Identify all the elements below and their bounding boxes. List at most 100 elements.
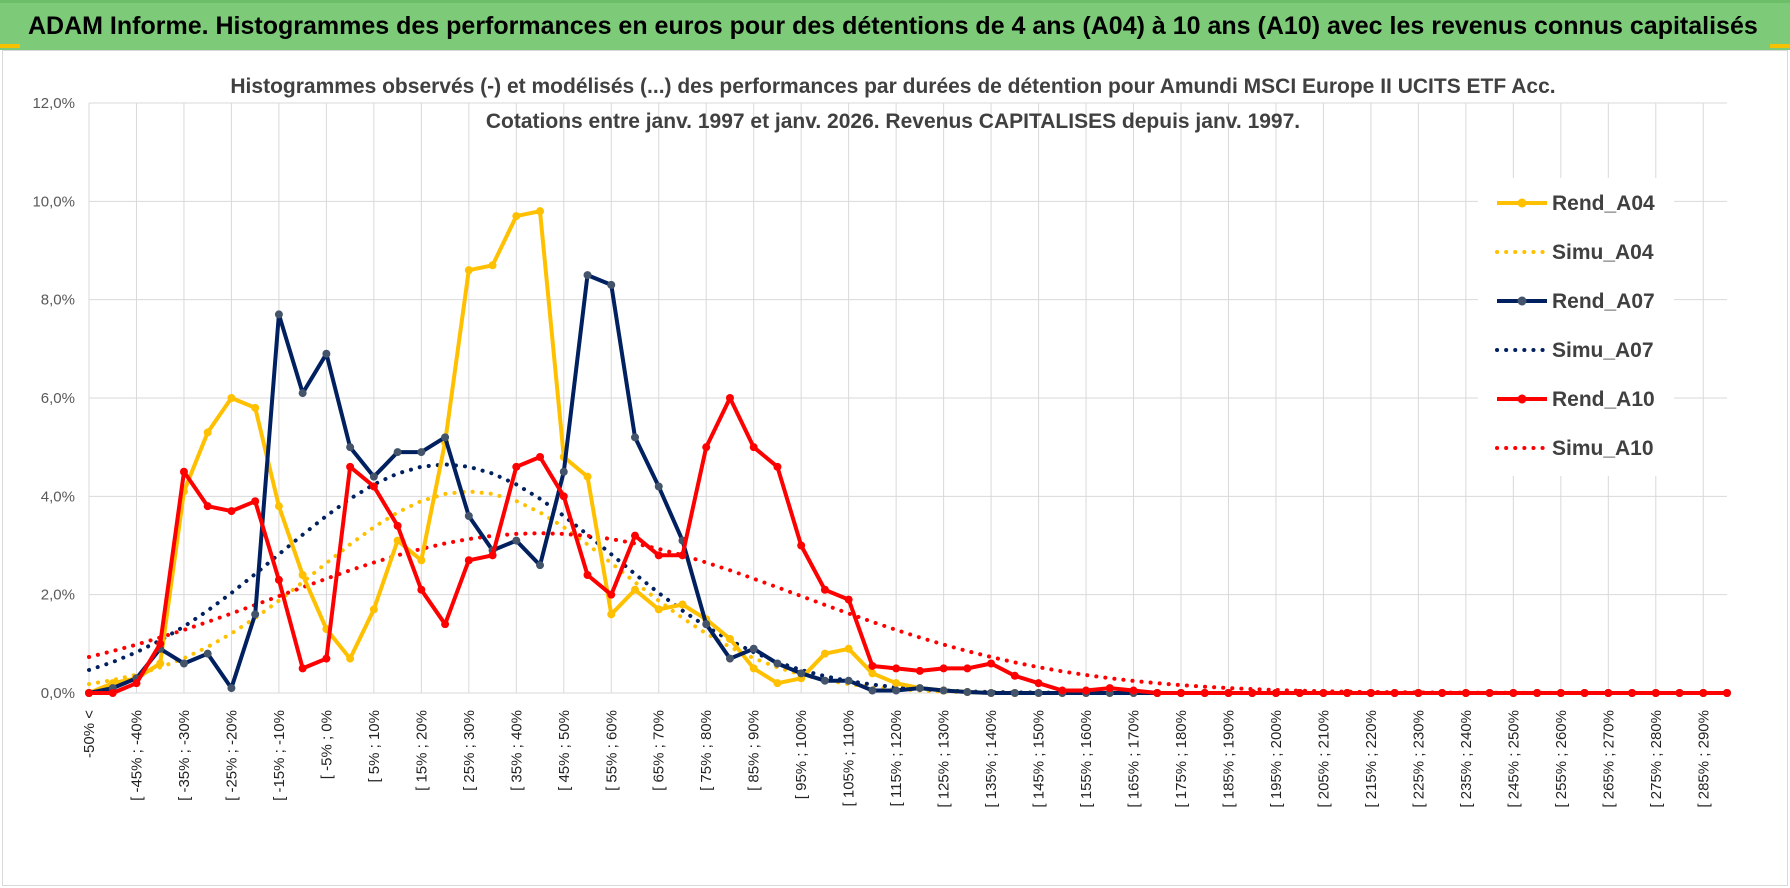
point-Rend_A04 bbox=[488, 261, 497, 270]
y-tick-label: 4,0% bbox=[41, 488, 75, 505]
point-Rend_A07 bbox=[939, 686, 948, 695]
point-Rend_A07 bbox=[1010, 689, 1019, 697]
point-Rend_A10 bbox=[1556, 689, 1565, 697]
series-Rend_A10 bbox=[85, 394, 1731, 697]
x-tick-label: [ 65% ; 70% bbox=[651, 710, 668, 791]
point-Rend_A10 bbox=[1580, 689, 1589, 697]
point-Rend_A10 bbox=[1723, 689, 1731, 697]
x-tick-label: [ -15% ; -10% bbox=[271, 710, 288, 801]
point-Rend_A10 bbox=[346, 462, 355, 471]
x-tick-label: [ 215% ; 220% bbox=[1363, 710, 1380, 808]
point-Rend_A04 bbox=[251, 403, 260, 412]
point-Rend_A07 bbox=[892, 686, 901, 695]
point-Rend_A04 bbox=[512, 212, 521, 221]
point-Rend_A07 bbox=[583, 271, 592, 280]
point-Rend_A10 bbox=[892, 664, 901, 673]
point-Rend_A07 bbox=[820, 676, 829, 685]
legend-label: Simu_A10 bbox=[1552, 437, 1654, 460]
point-Rend_A10 bbox=[1651, 689, 1660, 697]
x-tick-label: [ -25% ; -20% bbox=[223, 710, 240, 801]
x-tick-label: [ 265% ; 270% bbox=[1600, 710, 1617, 808]
point-Rend_A10 bbox=[868, 661, 877, 670]
point-Rend_A10 bbox=[607, 590, 616, 599]
x-tick-label: [ 105% ; 110% bbox=[841, 710, 858, 806]
x-tick-label: [ 125% ; 130% bbox=[936, 710, 953, 808]
point-Rend_A10 bbox=[1058, 686, 1067, 695]
x-tick-label: [ -35% ; -30% bbox=[176, 710, 193, 801]
point-Rend_A07 bbox=[1034, 689, 1043, 697]
point-Rend_A10 bbox=[464, 556, 473, 565]
x-tick-label: [ 15% ; 20% bbox=[413, 710, 430, 791]
point-Rend_A10 bbox=[844, 595, 853, 604]
point-Rend_A10 bbox=[1105, 684, 1114, 693]
point-Rend_A04 bbox=[203, 428, 212, 437]
x-tick-label: [ 75% ; 80% bbox=[698, 710, 715, 791]
y-tick-label: 0,0% bbox=[41, 685, 75, 702]
point-Rend_A10 bbox=[1604, 689, 1613, 697]
point-Rend_A07 bbox=[915, 684, 924, 693]
y-tick-label: 2,0% bbox=[41, 587, 75, 604]
point-Rend_A10 bbox=[203, 502, 212, 511]
legend-item-Simu_A10: Simu_A10 bbox=[1495, 437, 1654, 460]
legend-label: Rend_A07 bbox=[1552, 290, 1655, 313]
point-Rend_A07 bbox=[536, 561, 545, 570]
x-tick-label: [ 35% ; 40% bbox=[508, 710, 525, 791]
point-Rend_A10 bbox=[1390, 689, 1399, 697]
series-layer bbox=[85, 207, 1731, 697]
y-tick-label: 6,0% bbox=[41, 390, 75, 407]
point-Rend_A04 bbox=[227, 394, 236, 402]
point-Rend_A07 bbox=[393, 448, 402, 457]
x-tick-label: [ 235% ; 240% bbox=[1458, 710, 1475, 808]
x-tick-label: [ 5% ; 10% bbox=[366, 710, 383, 783]
point-Rend_A10 bbox=[1010, 671, 1019, 680]
line-Simu_A07 bbox=[87, 462, 1729, 695]
point-Rend_A04 bbox=[725, 634, 734, 643]
point-Rend_A04 bbox=[631, 585, 639, 594]
point-Rend_A10 bbox=[1248, 689, 1257, 697]
point-Rend_A04 bbox=[369, 605, 378, 614]
point-Rend_A07 bbox=[203, 649, 212, 658]
x-tick-label: -50% < bbox=[81, 710, 98, 758]
point-Rend_A10 bbox=[963, 664, 972, 673]
point-Rend_A04 bbox=[393, 536, 402, 545]
banner-accent-left bbox=[0, 44, 20, 48]
point-Rend_A04 bbox=[298, 571, 307, 579]
x-tick-label: [ 195% ; 200% bbox=[1268, 710, 1285, 808]
point-Rend_A07 bbox=[963, 688, 972, 697]
point-Rend_A07 bbox=[322, 349, 331, 358]
legend-background bbox=[1478, 178, 1674, 476]
point-Rend_A10 bbox=[631, 531, 639, 540]
point-Rend_A10 bbox=[251, 497, 260, 506]
point-Rend_A07 bbox=[797, 669, 806, 678]
point-Rend_A04 bbox=[773, 679, 782, 688]
point-Rend_A10 bbox=[1533, 689, 1542, 697]
point-Rend_A10 bbox=[1295, 689, 1304, 697]
point-Rend_A07 bbox=[631, 433, 639, 442]
point-Rend_A07 bbox=[369, 472, 378, 481]
point-Rend_A10 bbox=[1343, 689, 1352, 697]
point-Rend_A07 bbox=[868, 686, 877, 695]
legend-marker bbox=[1517, 296, 1527, 306]
point-Rend_A10 bbox=[939, 664, 948, 673]
point-Rend_A10 bbox=[536, 453, 545, 461]
chart-title: Histogrammes observés (-) et modélisés (… bbox=[230, 75, 1555, 133]
point-Rend_A07 bbox=[346, 443, 355, 452]
point-Rend_A10 bbox=[227, 507, 236, 516]
point-Rend_A07 bbox=[441, 433, 450, 442]
point-Rend_A10 bbox=[393, 521, 402, 530]
point-Rend_A10 bbox=[1461, 689, 1470, 697]
point-Rend_A10 bbox=[179, 467, 188, 476]
legend-label: Simu_A07 bbox=[1552, 339, 1654, 362]
x-tick-label: [ 185% ; 190% bbox=[1220, 710, 1237, 808]
point-Rend_A04 bbox=[417, 556, 426, 565]
point-Rend_A10 bbox=[1153, 689, 1162, 697]
x-tick-label: [ 135% ; 140% bbox=[983, 710, 1000, 808]
point-Rend_A04 bbox=[583, 472, 592, 481]
x-tick-label: [ 205% ; 210% bbox=[1315, 710, 1332, 808]
legend-item-Simu_A04: Simu_A04 bbox=[1495, 241, 1654, 264]
x-tick-label: [ 25% ; 30% bbox=[461, 710, 478, 791]
legend-label: Rend_A10 bbox=[1552, 388, 1655, 411]
banner-accent-right bbox=[1770, 44, 1790, 48]
point-Rend_A07 bbox=[773, 659, 782, 668]
